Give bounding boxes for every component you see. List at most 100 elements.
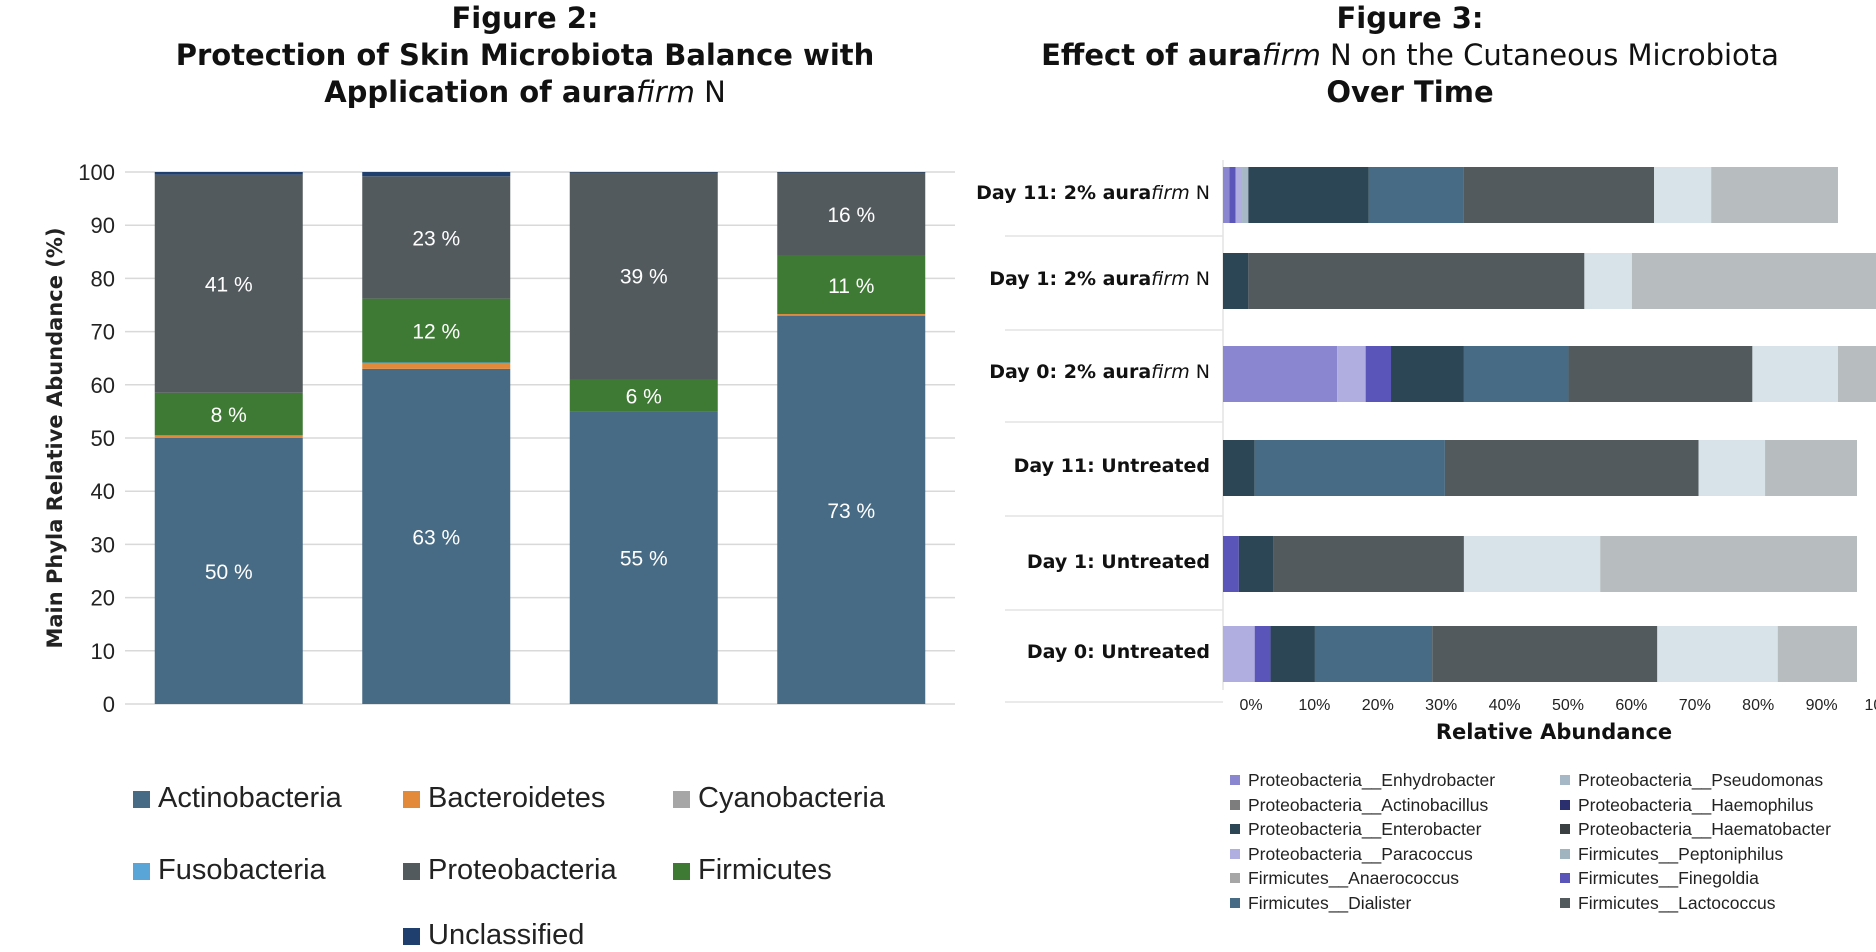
bar-segment bbox=[1657, 626, 1778, 682]
bar-segment-unclassified bbox=[362, 172, 511, 177]
legend-item: Proteobacteria__Actinobacillus bbox=[1230, 795, 1488, 816]
x-category-label: Day 11 bbox=[394, 718, 479, 720]
y-tick-label: 80 bbox=[91, 266, 115, 291]
legend-item-unclassified: Unclassified bbox=[403, 919, 584, 952]
bar-segment bbox=[1235, 167, 1243, 223]
row-label: Day 0: 2% aurafirm N bbox=[910, 361, 1210, 383]
legend-item: Proteobacteria__Haemophilus bbox=[1560, 795, 1813, 816]
bar-segment bbox=[1248, 167, 1369, 223]
legend-label: Actinobacteria bbox=[158, 782, 342, 814]
legend-item-proteobacteria: Proteobacteria bbox=[403, 854, 617, 887]
x-tick-label: 80% bbox=[1742, 697, 1774, 714]
y-tick-label: 20 bbox=[91, 586, 115, 611]
bar-segment bbox=[1777, 626, 1857, 682]
bar-segment bbox=[1654, 167, 1712, 223]
bar-segment bbox=[1223, 167, 1230, 223]
figure2-stacked-bar-chart: 0 10 20 30 40 50 60 70 80 90 100 Main Phyla Relativ… bbox=[43, 160, 955, 720]
figure3-title-line2: Effect of aurafirm N on the Cutaneous Mi… bbox=[1000, 37, 1820, 74]
legend-label: Proteobacteria bbox=[428, 854, 617, 886]
legend-swatch bbox=[133, 791, 150, 808]
legend-swatch bbox=[1560, 775, 1570, 785]
legend-item: Proteobacteria__Pseudomonas bbox=[1560, 770, 1823, 791]
legend-swatch bbox=[1560, 799, 1570, 810]
legend-swatch bbox=[403, 928, 420, 945]
legend-label: Firmicutes__Anaerococcus bbox=[1248, 868, 1460, 888]
x-tick-label: 40% bbox=[1489, 697, 1521, 714]
legend-item-fusobacteria: Fusobacteria bbox=[133, 854, 326, 887]
legend-label: Proteobacteria__Paracoccus bbox=[1248, 843, 1473, 864]
bar-segment bbox=[1314, 626, 1433, 682]
bar-segment bbox=[1223, 536, 1239, 592]
legend-swatch bbox=[1560, 848, 1570, 859]
bar-segment bbox=[1223, 346, 1338, 402]
y-tick-label: 50 bbox=[91, 426, 115, 451]
legend-label: Bacteroidetes bbox=[428, 782, 606, 814]
bar-segment-bacteroidetes bbox=[154, 435, 303, 438]
bar-data-label: 73 % bbox=[827, 500, 875, 523]
bar-segment bbox=[1711, 167, 1838, 223]
x-tick-label: 20% bbox=[1362, 697, 1394, 714]
x-tick-label: 10% bbox=[1298, 697, 1330, 714]
legend-item: Proteobacteria__Haematobacter bbox=[1560, 819, 1831, 840]
bar-data-label: 6 % bbox=[626, 385, 662, 408]
x-category-label: Day 1 bbox=[609, 718, 679, 720]
bar-segment bbox=[1223, 440, 1255, 496]
bar-segment bbox=[1568, 346, 1753, 402]
figure3-title-line2-post: N on the Cutaneous Microbiota bbox=[1320, 38, 1779, 72]
bar-segment-unclassified bbox=[569, 172, 718, 173]
bar-data-label: 8 % bbox=[211, 404, 247, 427]
x-tick-label: 0% bbox=[1239, 697, 1262, 714]
row-label-part: Day 11: 2% aura bbox=[976, 182, 1152, 204]
y-tick-label: 70 bbox=[91, 320, 115, 345]
legend-label: Proteobacteria__Haemophilus bbox=[1578, 794, 1814, 815]
y-tick-label: 40 bbox=[91, 479, 115, 504]
bar-data-label: 55 % bbox=[620, 548, 668, 571]
legend-swatch bbox=[673, 791, 690, 808]
x-tick-label: 100% bbox=[1865, 697, 1876, 714]
bar-segment-unclassified bbox=[154, 172, 303, 175]
legend-item: Proteobacteria__Enhydrobacter bbox=[1230, 770, 1495, 791]
bar-data-label: 16 % bbox=[827, 204, 875, 227]
bar-segment-proteobacteria bbox=[777, 172, 926, 256]
legend-label: Cyanobacteria bbox=[698, 782, 885, 814]
bar-segment-actinobacteria bbox=[777, 315, 926, 704]
bar-segment bbox=[1584, 253, 1632, 309]
legend-item-firmicutes: Firmicutes bbox=[673, 854, 832, 887]
figure2-title: Figure 2: Protection of Skin Microbiota … bbox=[150, 0, 900, 111]
bar-segment bbox=[1463, 346, 1569, 402]
row-label-part: firm bbox=[1151, 268, 1190, 290]
legend-label: Firmicutes__Peptoniphilus bbox=[1578, 843, 1784, 864]
legend-swatch bbox=[403, 791, 420, 808]
legend-item: Proteobacteria__Enterobacter bbox=[1230, 819, 1481, 840]
bar-segment bbox=[1254, 440, 1445, 496]
bar-segment-proteobacteria bbox=[154, 174, 303, 393]
x-tick-label: 70% bbox=[1679, 697, 1711, 714]
bar-data-label: 50 % bbox=[205, 561, 253, 584]
bar-data-label: 63 % bbox=[412, 526, 460, 549]
legend-label: Proteobacteria__Actinobacillus bbox=[1248, 794, 1489, 815]
bar-segment bbox=[1223, 253, 1249, 309]
bar-segment-proteobacteria bbox=[569, 172, 718, 380]
figure3-title-line2-italic: firm bbox=[1261, 38, 1321, 72]
row-label-part: Day 1: Untreated bbox=[1026, 551, 1210, 573]
row-label-part: N bbox=[1189, 182, 1210, 204]
row-label: Day 0: Untreated bbox=[910, 641, 1210, 663]
bar-segment bbox=[1248, 253, 1585, 309]
bar-segment bbox=[1444, 440, 1699, 496]
legend-label: Firmicutes bbox=[698, 854, 832, 886]
legend-item: Firmicutes__Peptoniphilus bbox=[1560, 844, 1783, 865]
bar-segment bbox=[1837, 346, 1876, 402]
row-label-part: Day 11: Untreated bbox=[1013, 455, 1210, 477]
legend-item-actinobacteria: Actinobacteria bbox=[133, 782, 342, 815]
legend-label: Unclassified bbox=[428, 919, 585, 951]
bar-segment-firmicutes bbox=[154, 392, 303, 436]
legend-swatch bbox=[1560, 873, 1570, 883]
bar-segment-fusobacteria bbox=[362, 362, 511, 364]
x-tick-label: 60% bbox=[1615, 697, 1647, 714]
legend-swatch bbox=[1230, 799, 1240, 810]
figure2-title-line3: Application of aurafirm N bbox=[150, 74, 900, 111]
x-tick-label: 30% bbox=[1425, 697, 1457, 714]
y-tick-label: 0 bbox=[103, 692, 115, 717]
legend-swatch bbox=[1230, 824, 1240, 834]
figure2-title-line3-post: N bbox=[694, 75, 726, 109]
